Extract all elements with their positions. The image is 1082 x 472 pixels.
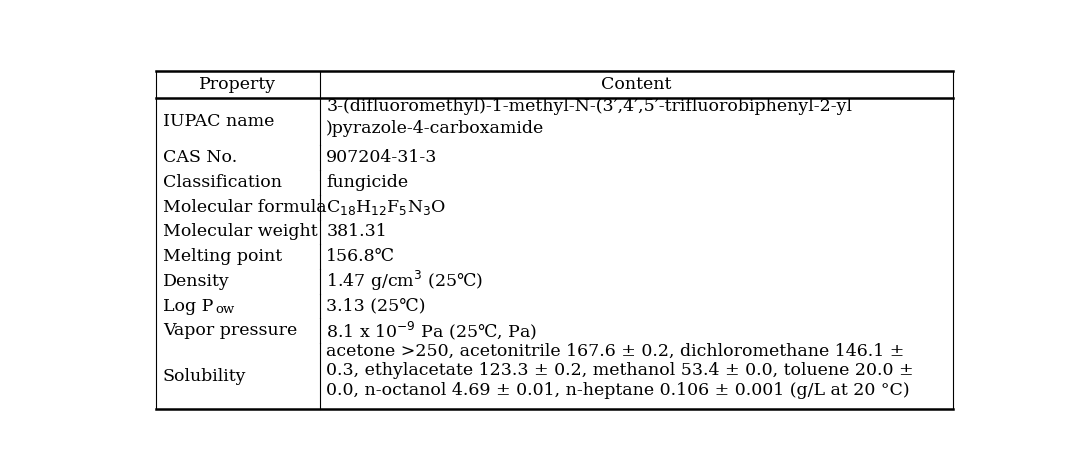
Text: Density: Density xyxy=(163,273,229,290)
Text: Property: Property xyxy=(199,76,276,93)
Text: Content: Content xyxy=(601,76,671,93)
Text: CAS No.: CAS No. xyxy=(163,149,237,166)
Text: acetone >250, acetonitrile 167.6 ± 0.2, dichloromethane 146.1 ±: acetone >250, acetonitrile 167.6 ± 0.2, … xyxy=(327,343,905,360)
Text: Classification: Classification xyxy=(163,174,282,191)
Text: Molecular weight: Molecular weight xyxy=(163,223,317,240)
Text: fungicide: fungicide xyxy=(327,174,408,191)
Text: 156.8℃: 156.8℃ xyxy=(327,248,395,265)
Text: 381.31: 381.31 xyxy=(327,223,387,240)
Text: ow: ow xyxy=(215,303,234,316)
Text: IUPAC name: IUPAC name xyxy=(163,113,275,130)
Text: Molecular formula: Molecular formula xyxy=(163,199,327,216)
Text: 907204-31-3: 907204-31-3 xyxy=(327,149,437,166)
Text: 0.3, ethylacetate 123.3 ± 0.2, methanol 53.4 ± 0.0, toluene 20.0 ±: 0.3, ethylacetate 123.3 ± 0.2, methanol … xyxy=(327,362,914,379)
Text: Solubility: Solubility xyxy=(163,368,247,385)
Text: 1.47 g/cm$^{3}$ (25℃): 1.47 g/cm$^{3}$ (25℃) xyxy=(327,270,484,294)
Text: 3.13 (25℃): 3.13 (25℃) xyxy=(327,298,425,315)
Text: C$_{18}$H$_{12}$F$_{5}$N$_{3}$O: C$_{18}$H$_{12}$F$_{5}$N$_{3}$O xyxy=(327,198,447,217)
Text: Melting point: Melting point xyxy=(163,248,282,265)
Text: 3-(difluoromethyl)-1-methyl-N-(3′,4′,5′-trifluorobiphenyl-2-yl: 3-(difluoromethyl)-1-methyl-N-(3′,4′,5′-… xyxy=(327,98,853,115)
Text: Vapor pressure: Vapor pressure xyxy=(163,322,298,339)
Text: )pyrazole-4-carboxamide: )pyrazole-4-carboxamide xyxy=(327,120,544,137)
Text: 8.1 x 10$^{-9}$ Pa (25℃, Pa): 8.1 x 10$^{-9}$ Pa (25℃, Pa) xyxy=(327,320,538,342)
Text: Log P: Log P xyxy=(163,298,213,315)
Text: 0.0, n-octanol 4.69 ± 0.01, n-heptane 0.106 ± 0.001 (g/L at 20 °C): 0.0, n-octanol 4.69 ± 0.01, n-heptane 0.… xyxy=(327,381,910,398)
